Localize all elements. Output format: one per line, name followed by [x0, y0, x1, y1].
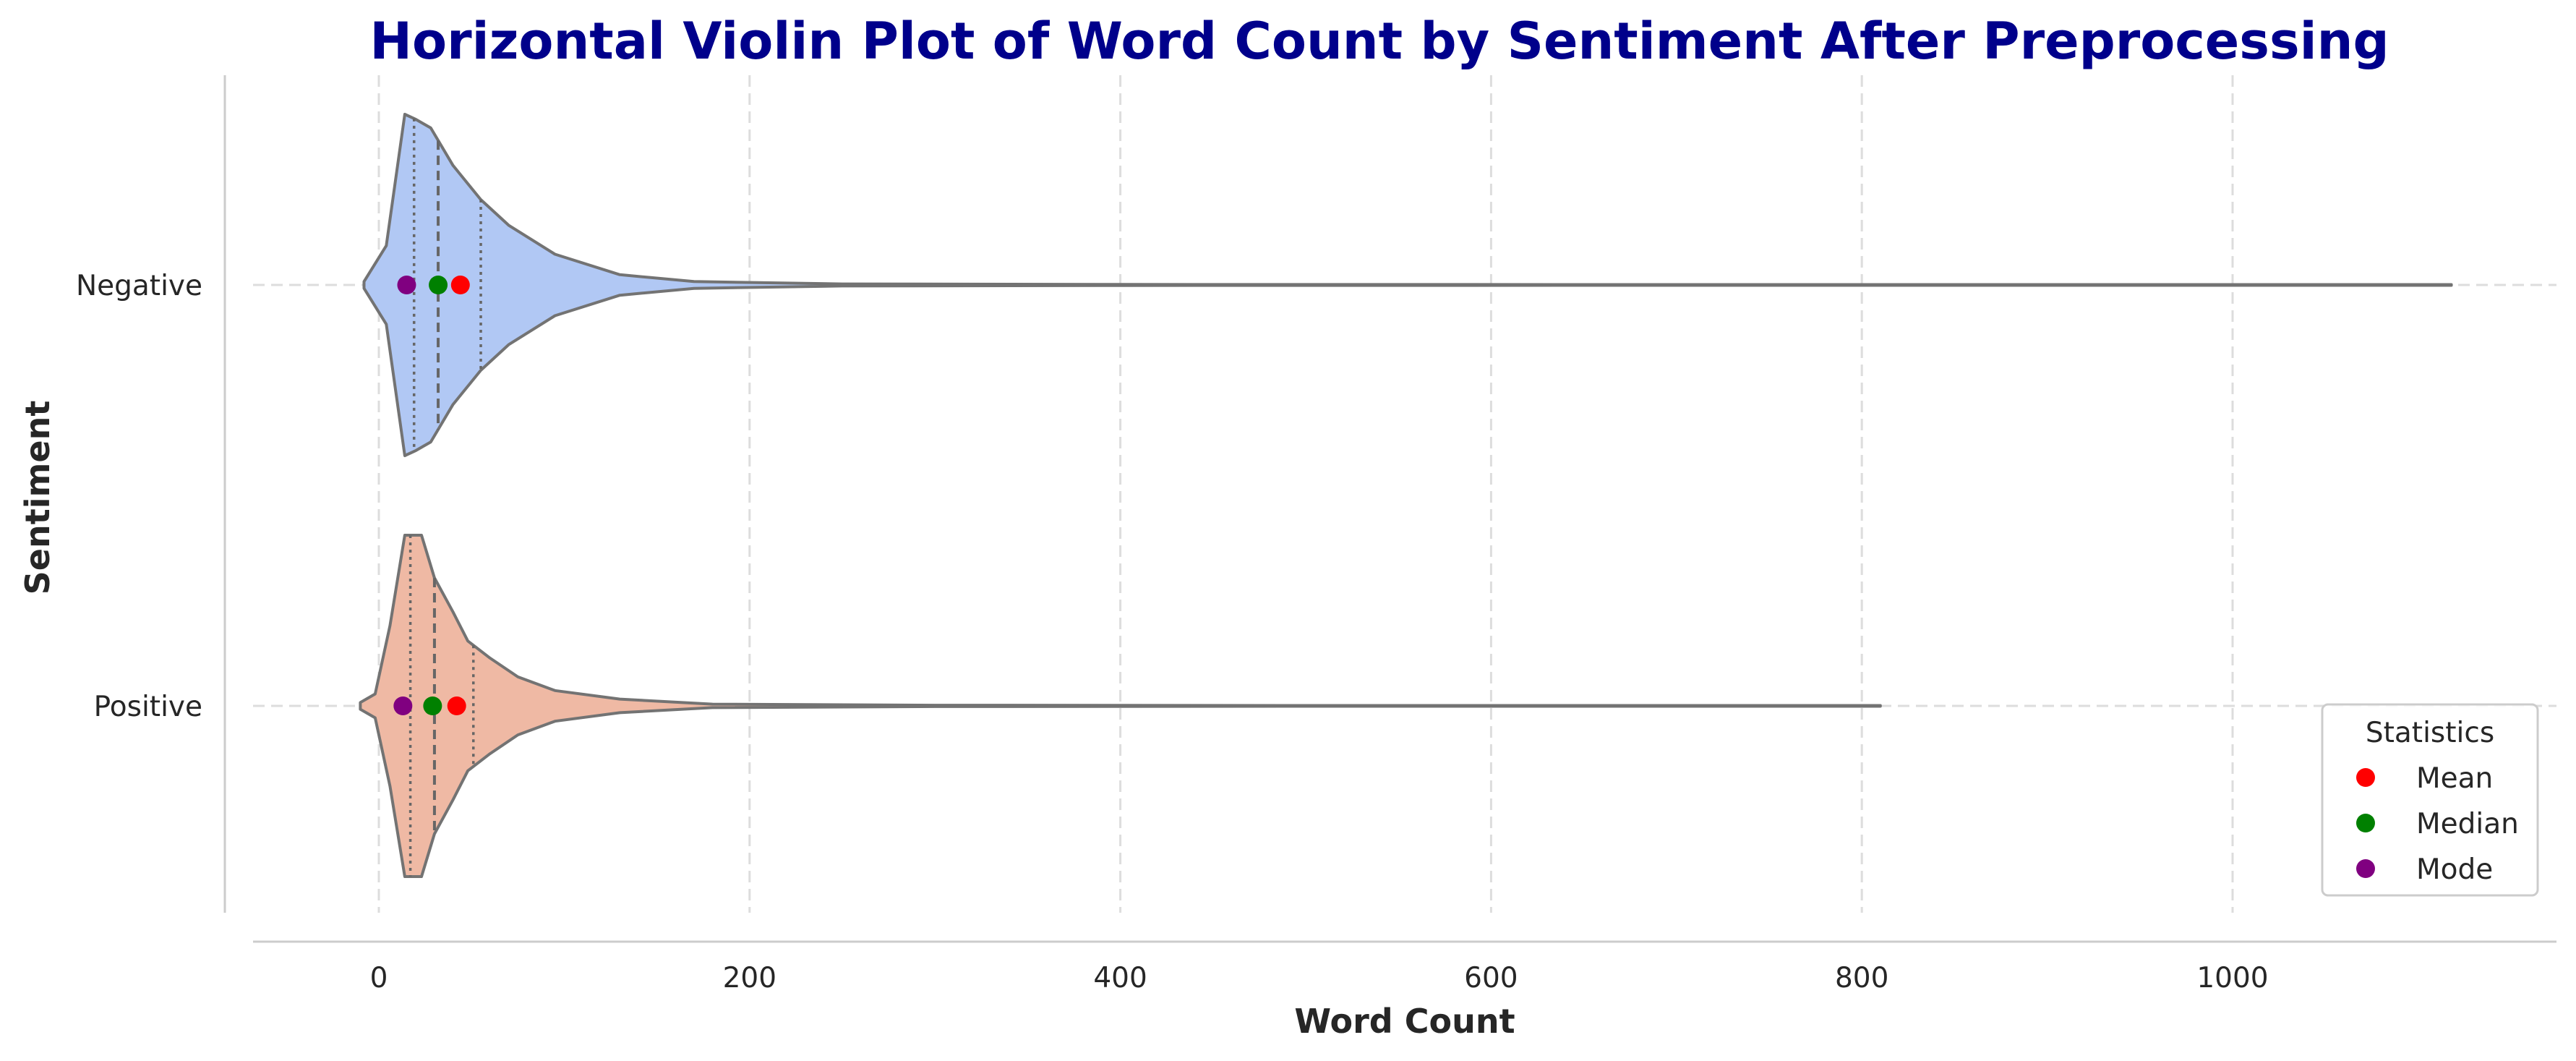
mean-marker: [447, 696, 466, 715]
mode-marker: [397, 276, 416, 294]
violins: [359, 113, 2453, 878]
grid-lines: [253, 75, 2556, 913]
legend-items: Mean Median Mode: [2356, 762, 2519, 886]
legend-marker-median: [2356, 814, 2375, 832]
y-tick-label: Positive: [94, 691, 202, 723]
legend-box: [2321, 703, 2539, 897]
axes: [223, 75, 2556, 943]
mean-marker: [450, 276, 470, 294]
violin-body: [362, 113, 2453, 457]
legend-label-mean: Mean: [2416, 762, 2493, 795]
x-tick-label: 1000: [2196, 962, 2268, 994]
median-marker: [429, 276, 448, 294]
median-marker: [423, 696, 442, 715]
legend-title: Statistics: [2366, 717, 2494, 749]
legend-label-mode: Mode: [2416, 853, 2493, 886]
legend-marker-mode: [2356, 859, 2375, 878]
chart-title: Horizontal Violin Plot of Word Count by …: [369, 12, 2389, 71]
violin-negative: [362, 113, 2453, 457]
x-tick-label: 200: [723, 962, 776, 994]
x-tick-labels: 0 200 400 600 800 1000: [370, 962, 2269, 994]
x-axis-label: Word Count: [1294, 1002, 1515, 1041]
x-tick-label: 800: [1835, 962, 1888, 994]
mode-marker: [393, 696, 413, 715]
y-tick-labels: Negative Positive: [76, 270, 202, 723]
violin-positive: [359, 534, 1882, 878]
legend: Statistics Mean Median Mode: [2321, 703, 2539, 897]
y-tick-label: Negative: [76, 270, 202, 302]
y-axis-label: Sentiment: [18, 401, 57, 595]
legend-marker-mean: [2356, 768, 2375, 787]
x-tick-label: 600: [1464, 962, 1518, 994]
x-tick-label: 400: [1093, 962, 1147, 994]
violin-body: [359, 534, 1882, 878]
x-tick-label: 0: [370, 962, 388, 994]
legend-label-median: Median: [2416, 808, 2519, 840]
